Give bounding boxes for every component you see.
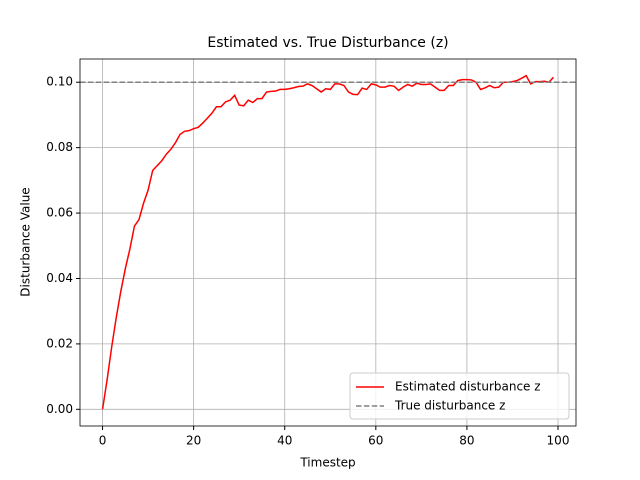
x-tick-label: 100: [547, 434, 570, 448]
x-tick-label: 20: [186, 434, 201, 448]
x-tick-label: 60: [368, 434, 383, 448]
y-tick-label: 0.08: [46, 140, 73, 154]
x-tick-label: 0: [99, 434, 107, 448]
axes-frame: [79, 58, 577, 427]
data-line: [101, 74, 554, 410]
legend-box: [349, 372, 570, 420]
y-axis-label: Disturbance Value: [19, 187, 33, 296]
x-tick-label: 40: [277, 434, 292, 448]
legend-label: Estimated disturbance z: [395, 380, 541, 394]
y-tick-label: 0.02: [46, 336, 73, 350]
y-tick-label: 0.06: [46, 206, 73, 220]
x-axis-label: Timestep: [299, 456, 355, 470]
y-tick-label: 0.10: [46, 75, 73, 89]
y-tick-label: 0.00: [46, 402, 73, 416]
legend-label: True disturbance z: [394, 399, 505, 413]
y-tick-label: 0.04: [46, 271, 73, 285]
chart-title: Estimated vs. True Disturbance (z): [207, 35, 448, 51]
x-tick-label: 80: [459, 434, 474, 448]
